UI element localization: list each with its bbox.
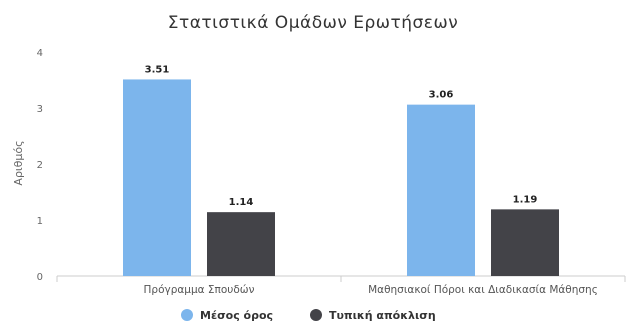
data-label: 1.19	[513, 194, 538, 205]
bar	[123, 79, 191, 276]
chart-title: Στατιστικά Ομάδων Ερωτήσεων	[168, 13, 458, 33]
x-category-label: Πρόγραμμα Σπουδών	[144, 284, 255, 296]
data-label: 1.14	[229, 197, 254, 208]
data-label: 3.51	[145, 64, 170, 75]
bar	[491, 209, 559, 276]
legend-label: Τυπική απόκλιση	[329, 309, 436, 322]
legend-label: Μέσος όρος	[200, 309, 273, 322]
y-axis-label: Αριθμός	[12, 140, 25, 185]
y-tick-label: 2	[37, 160, 43, 171]
bar	[207, 212, 275, 276]
y-tick-label: 4	[37, 48, 43, 59]
y-tick-label: 0	[37, 272, 43, 283]
y-tick-label: 1	[37, 216, 43, 227]
legend-marker	[310, 309, 322, 321]
bar	[407, 104, 475, 276]
y-tick-label: 3	[37, 104, 43, 115]
x-category-label: Μαθησιακοί Πόροι και Διαδικασία Μάθησης	[368, 284, 598, 296]
legend-marker	[181, 309, 193, 321]
data-label: 3.06	[429, 90, 454, 101]
